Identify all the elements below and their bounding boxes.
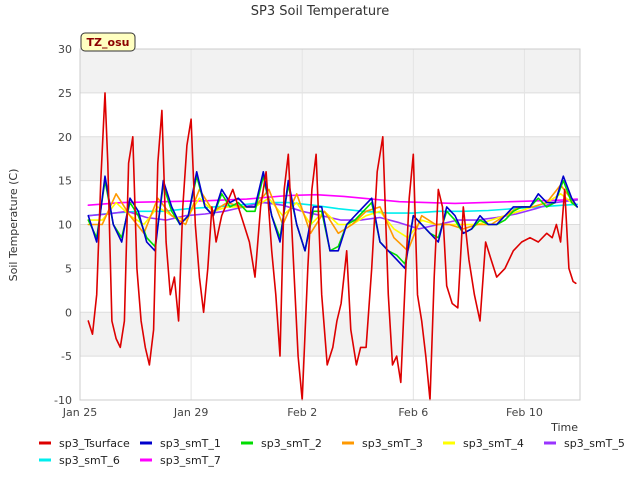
legend-item-sp3_smT_7: sp3_smT_7 bbox=[140, 454, 221, 467]
legend-item-sp3_smT_2: sp3_smT_2 bbox=[241, 437, 322, 450]
x-ticks: Jan 25 Jan 29 Feb 2 Feb 6 Feb 10 bbox=[62, 406, 543, 419]
legend-label: sp3_smT_2 bbox=[261, 437, 322, 450]
series-line-sp3_smT_3 bbox=[87, 184, 579, 252]
legend-item-sp3_smT_1: sp3_smT_1 bbox=[140, 437, 221, 450]
legend-label: sp3_smT_3 bbox=[362, 437, 423, 450]
legend-item-sp3_smT_6: sp3_smT_6 bbox=[39, 454, 120, 467]
legend-label: sp3_smT_4 bbox=[463, 437, 524, 450]
legend-item-sp3_smT_4: sp3_smT_4 bbox=[443, 437, 524, 450]
plot-band bbox=[80, 356, 580, 400]
plot-band bbox=[80, 136, 580, 181]
x-tick-label: Jan 29 bbox=[173, 406, 208, 419]
tz-annotation-label: TZ_osu bbox=[87, 36, 130, 49]
y-tick-label: -5 bbox=[61, 350, 72, 363]
tz-annotation: TZ_osu bbox=[80, 32, 136, 52]
legend: sp3_Tsurface sp3_smT_1 sp3_smT_2 sp3_smT_3 s… bbox=[39, 437, 625, 467]
x-tick-label: Feb 2 bbox=[287, 406, 317, 419]
series-lines bbox=[87, 92, 579, 401]
legend-label: sp3_smT_6 bbox=[59, 454, 120, 467]
y-tick-label: 30 bbox=[58, 43, 72, 56]
legend-item-sp3_smT_3: sp3_smT_3 bbox=[342, 437, 423, 450]
legend-item-sp3_Tsurface: sp3_Tsurface bbox=[39, 437, 130, 450]
legend-label: sp3_smT_1 bbox=[160, 437, 221, 450]
plot-band bbox=[80, 224, 580, 269]
plot-frame bbox=[79, 48, 581, 401]
y-axis-label: Soil Temperature (C) bbox=[7, 169, 20, 282]
y-ticks: -10 -5 0 5 10 15 20 25 30 bbox=[54, 43, 72, 407]
y-tick-label: 20 bbox=[58, 131, 72, 144]
series-line-sp3_smT_1 bbox=[87, 171, 579, 270]
x-tick-label: Feb 6 bbox=[398, 406, 428, 419]
x-tick-label: Feb 10 bbox=[506, 406, 543, 419]
y-tick-label: 0 bbox=[65, 306, 72, 319]
series-line-sp3_Tsurface bbox=[87, 92, 577, 401]
plot-band bbox=[80, 92, 580, 137]
plot-band bbox=[80, 49, 580, 93]
chart-title: SP3 Soil Temperature bbox=[251, 4, 389, 19]
x-tick-label: Jan 25 bbox=[62, 406, 97, 419]
y-tick-label: 25 bbox=[58, 87, 72, 100]
x-axis-label: Time bbox=[550, 421, 578, 434]
y-tick-label: 15 bbox=[58, 175, 72, 188]
y-tick-label: 5 bbox=[65, 262, 72, 275]
series-line-sp3_smT_4 bbox=[87, 193, 579, 239]
y-tick-label: -10 bbox=[54, 394, 72, 407]
legend-label: sp3_smT_7 bbox=[160, 454, 221, 467]
legend-item-sp3_smT_5: sp3_smT_5 bbox=[544, 437, 625, 450]
legend-label: sp3_Tsurface bbox=[59, 437, 130, 450]
plot-band bbox=[80, 312, 580, 357]
legend-label: sp3_smT_5 bbox=[564, 437, 625, 450]
y-tick-label: 10 bbox=[58, 219, 72, 232]
